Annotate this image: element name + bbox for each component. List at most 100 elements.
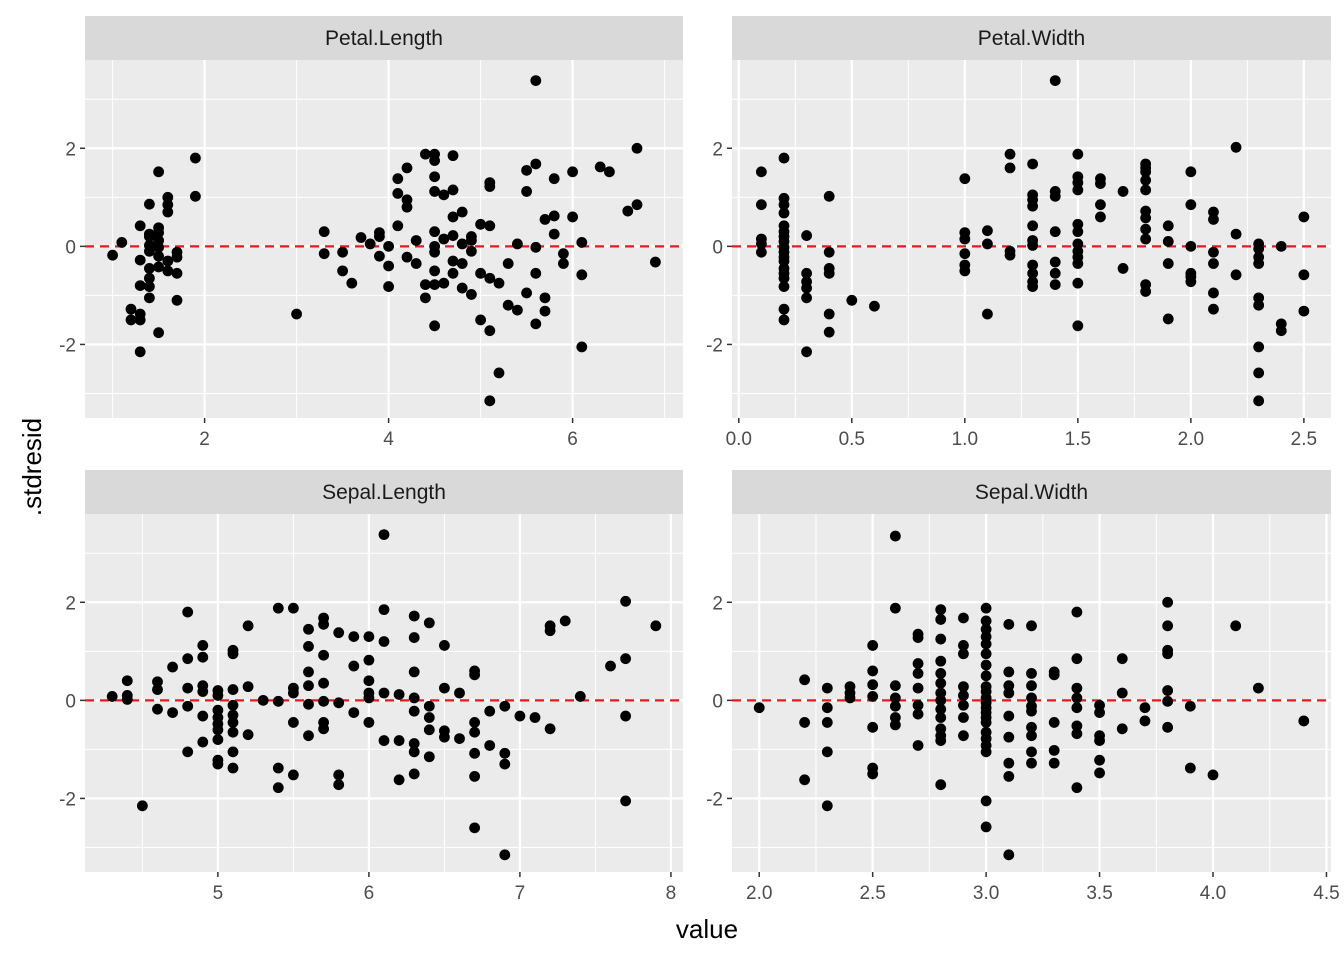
y-tick-label: 0 [712,237,723,258]
data-point [383,281,394,292]
data-point [1048,757,1060,769]
data-point [363,717,375,728]
data-point [401,201,413,213]
data-point [755,238,767,250]
data-point [447,255,459,267]
data-point [456,206,468,218]
data-point [383,240,394,252]
facet-panel-petal-width: Petal.Width -2 0 2 0.0 0.5 1.0 1.5 2.0 2.5 [706,16,1331,450]
data-point [514,710,526,722]
data-point [469,822,481,834]
data-point [182,682,194,694]
data-point [493,367,505,379]
data-point [778,281,790,292]
data-point [1208,246,1219,258]
data-point [134,254,146,266]
data-point [333,627,345,639]
data-point [410,235,422,246]
data-point [935,677,947,689]
data-point [454,687,465,699]
data-point [197,651,209,663]
data-point [1208,287,1219,299]
data-point [1162,220,1174,232]
data-point [1162,596,1174,608]
data-point [801,292,812,304]
data-point [1027,200,1039,212]
data-point [439,731,450,743]
data-point [1208,258,1219,269]
data-point [823,246,835,258]
data-point [348,660,360,672]
data-point [1049,226,1061,238]
data-point [272,695,284,707]
data-point [935,779,947,791]
data-point [544,625,556,637]
data-point [502,299,514,311]
data-point [980,670,992,682]
data-point [227,746,239,758]
data-point [958,730,969,742]
data-point [466,289,477,300]
y-tick-label: -2 [59,335,76,356]
data-point [1026,721,1037,733]
data-point [272,782,284,794]
y-tick-label: 2 [65,593,76,614]
data-point [499,758,511,770]
x-tick-label: 5 [213,883,224,904]
data-point [438,233,450,245]
data-point [212,758,224,770]
data-point [935,712,947,723]
data-point [1117,263,1129,274]
data-point [287,769,299,781]
data-point [134,220,146,232]
data-point [484,740,496,751]
data-point [227,648,239,660]
data-point [958,612,969,624]
data-point [821,746,833,758]
data-point [620,795,632,807]
data-point [1184,762,1196,774]
data-point [303,641,314,652]
data-point [567,166,578,178]
data-point [935,604,947,616]
data-point [1117,186,1129,197]
data-point [823,190,835,202]
data-point [212,690,224,701]
data-point [1253,367,1265,379]
data-point [106,691,118,702]
data-point [291,308,302,320]
data-point [982,238,993,250]
data-point [1162,685,1174,696]
data-point [1027,220,1039,232]
data-point [867,665,879,677]
data-point [242,729,254,741]
data-point [287,687,299,699]
data-point [121,675,133,687]
data-point [1208,303,1219,315]
data-point [1072,258,1084,269]
facet-panel-sepal-width: Sepal.Width -2 0 2 2.0 2.5 3.0 3.5 4.0 4.5 [706,470,1340,904]
data-point [1275,325,1287,337]
data-point [182,700,194,712]
data-point [318,723,329,735]
data-point [257,694,269,706]
data-point [454,733,465,745]
data-point [408,768,420,780]
data-point [393,774,405,786]
data-point [152,684,163,695]
data-point [1048,744,1060,756]
data-point [363,631,375,643]
data-point [107,249,118,261]
data-point [190,190,201,202]
data-point [438,277,450,289]
data-point [392,220,404,232]
data-point [469,747,481,759]
x-tick-label: 8 [666,883,677,904]
data-point [429,265,440,277]
data-point [1253,341,1265,353]
data-point [423,712,435,723]
data-point [378,529,390,540]
data-point [844,692,856,704]
data-point [959,265,971,277]
